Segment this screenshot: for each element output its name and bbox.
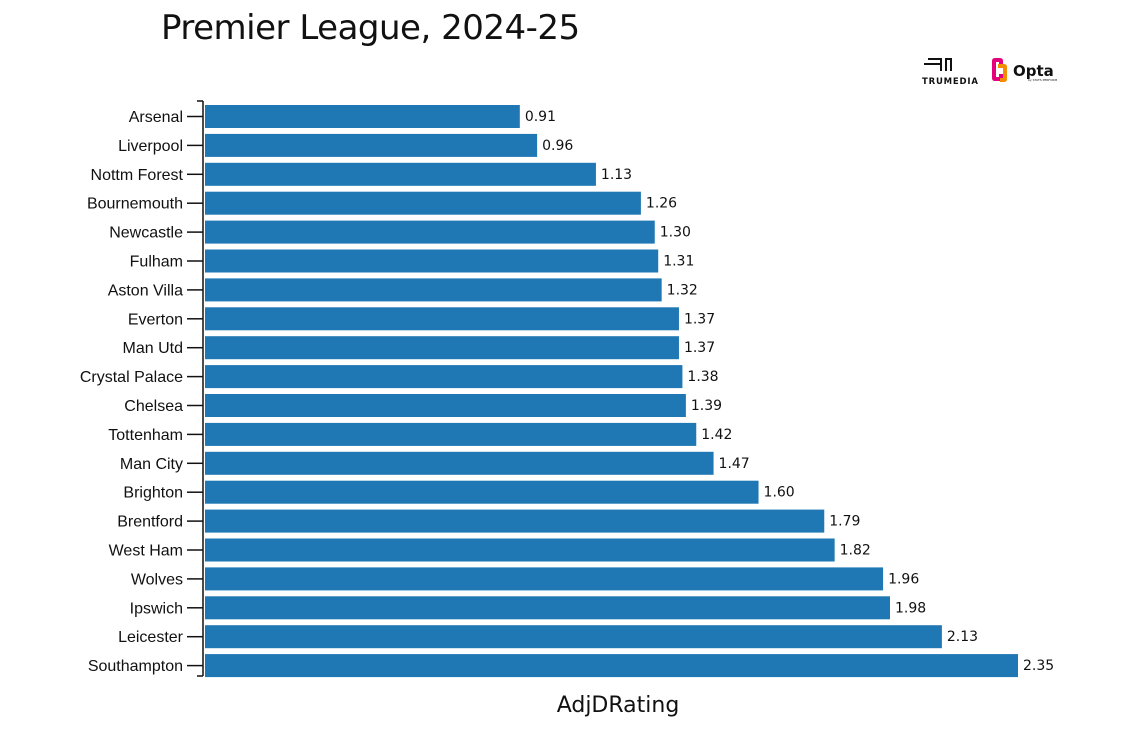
data-label: 1.30 xyxy=(660,225,691,241)
data-label: 1.39 xyxy=(691,398,722,414)
data-label: 1.37 xyxy=(684,340,715,356)
opta-logo-subtext: by STATS PERFORM xyxy=(1028,78,1058,82)
y-tick-label: Chelsea xyxy=(124,398,183,415)
y-tick-label: Crystal Palace xyxy=(80,369,183,386)
chart-title: Premier League, 2024-25 xyxy=(161,8,580,48)
y-tick-label: Ipswich xyxy=(130,600,183,617)
bar xyxy=(205,480,759,504)
trumedia-logo-text: TRUMEDIA xyxy=(922,77,979,87)
bar xyxy=(205,625,942,649)
data-label: 1.47 xyxy=(719,456,750,472)
bar xyxy=(205,249,659,273)
y-tick-label: Fulham xyxy=(130,254,183,271)
y-tick-label: Everton xyxy=(128,311,183,328)
y-tick-label: Wolves xyxy=(131,571,183,588)
bar xyxy=(205,191,641,215)
data-label: 1.82 xyxy=(840,543,871,559)
data-label: 1.32 xyxy=(667,282,698,298)
bar xyxy=(205,365,683,389)
bar xyxy=(205,451,714,475)
y-tick-label: Tottenham xyxy=(108,427,183,444)
bars xyxy=(205,105,1018,678)
y-tick-label: Aston Villa xyxy=(108,282,183,299)
bar xyxy=(205,162,596,186)
data-label: 1.42 xyxy=(701,427,732,443)
data-label: 1.37 xyxy=(684,311,715,327)
y-tick-label: Arsenal xyxy=(129,109,183,126)
data-label: 1.98 xyxy=(895,600,926,616)
y-tick-label: Liverpool xyxy=(118,138,183,155)
data-label: 2.13 xyxy=(947,629,978,645)
value-labels: 0.91 0.96 1.13 1.26 1.30 1.31 1.32 1.37 1.37 1.38… xyxy=(525,109,1054,674)
bar xyxy=(205,307,679,331)
opta-logo-icon xyxy=(992,58,1007,82)
y-tick-label: Brentford xyxy=(117,514,183,531)
bar xyxy=(205,336,679,360)
y-tick-label: Bournemouth xyxy=(87,196,183,213)
bar xyxy=(205,596,890,620)
y-tick-label: Leicester xyxy=(118,629,184,646)
opta-logo-text: Opta xyxy=(1013,62,1054,80)
data-label: 1.38 xyxy=(687,369,718,385)
y-tick-label: Brighton xyxy=(123,485,183,502)
data-label: 1.13 xyxy=(601,167,632,183)
data-label: 1.79 xyxy=(829,514,860,530)
bar xyxy=(205,220,655,244)
y-tick-label: Southampton xyxy=(88,658,183,675)
y-axis: Arsenal Liverpool Nottm Forest Bournemouth N… xyxy=(80,100,204,677)
bar xyxy=(205,133,538,157)
bar xyxy=(205,278,662,302)
y-tick-label: Nottm Forest xyxy=(91,167,184,184)
data-label: 2.35 xyxy=(1023,658,1054,674)
y-tick-label: Newcastle xyxy=(109,225,183,242)
data-label: 1.31 xyxy=(663,254,694,270)
logos: TRUMEDIA Opta by STATS PERFORM xyxy=(922,58,1058,87)
bar xyxy=(205,422,697,446)
data-label: 0.91 xyxy=(525,109,556,125)
bar xyxy=(205,567,884,591)
data-label: 1.26 xyxy=(646,196,677,212)
bar xyxy=(205,394,686,417)
bar xyxy=(205,538,835,562)
y-tick-label: Man City xyxy=(120,456,183,473)
bar xyxy=(205,105,520,128)
data-label: 1.60 xyxy=(764,485,795,501)
bar xyxy=(205,654,1018,678)
bar xyxy=(205,509,825,533)
trumedia-logo-icon xyxy=(924,58,952,71)
data-label: 1.96 xyxy=(888,571,919,587)
y-tick-label: West Ham xyxy=(109,543,183,560)
x-axis-label: AdjDRating xyxy=(557,693,680,718)
y-tick-label: Man Utd xyxy=(123,340,183,357)
data-label: 0.96 xyxy=(542,138,573,154)
